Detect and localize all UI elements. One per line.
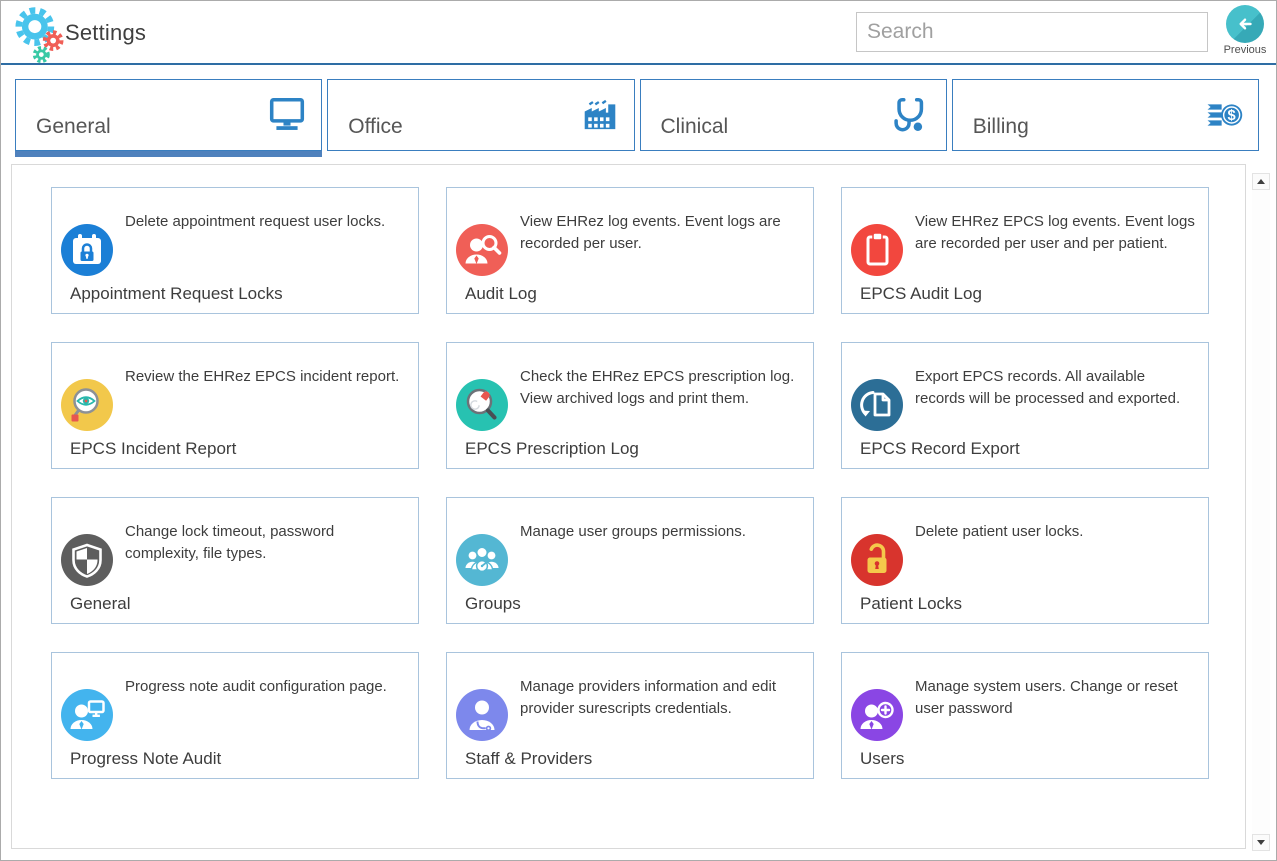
settings-card[interactable]: Manage user groups permissions. Groups [446,497,814,624]
tab-office[interactable]: Office [327,79,635,151]
svg-text:$: $ [1228,108,1236,124]
vertical-scrollbar[interactable] [1252,173,1270,851]
settings-card[interactable]: Progress note audit configuration page. P… [51,652,419,779]
magnifier-eye-icon [61,379,113,431]
card-description: Manage system users. Change or reset use… [915,678,1178,717]
card-description: Manage user groups permissions. [520,523,746,540]
tab-billing[interactable]: Billing $ [951,79,1259,151]
card-description: Progress note audit configuration page. [125,678,387,695]
card-description: View EHRez EPCS log events. Event logs a… [915,213,1195,252]
card-description: Manage providers information and edit pr… [520,678,776,717]
settings-card[interactable]: Manage system users. Change or reset use… [841,652,1209,779]
settings-card[interactable]: View EHRez log events. Event logs are re… [446,187,814,314]
clipboard-icon [851,224,903,276]
settings-card[interactable]: Delete appointment request user locks. Ap… [51,187,419,314]
settings-card[interactable]: Check the EHRez EPCS prescription log. V… [446,342,814,469]
scrollbar-up-button[interactable] [1252,173,1270,190]
user-plus-icon [851,689,903,741]
settings-card[interactable]: Export EPCS records. All available recor… [841,342,1209,469]
card-title: Groups [465,594,521,613]
scrollbar-down-button[interactable] [1252,834,1270,851]
card-description: Export EPCS records. All available recor… [915,368,1181,407]
calendar-lock-icon [61,224,113,276]
settings-card[interactable]: Delete patient user locks. Patient Locks [841,497,1209,624]
shield-icon [61,534,113,586]
card-description: Delete patient user locks. [915,523,1084,540]
card-grid: Delete appointment request user locks. Ap… [12,165,1245,848]
tab-label: Office [348,115,403,138]
settings-card-panel: Delete appointment request user locks. Ap… [11,164,1246,849]
settings-gears-icon [9,4,65,64]
card-description: Delete appointment request user locks. [125,213,386,230]
card-title: General [70,594,131,613]
card-title: Patient Locks [860,594,963,613]
card-description: Change lock timeout, password complexity… [125,523,335,562]
search-input[interactable] [856,12,1208,52]
card-description: Review the EHRez EPCS incident report. [125,368,400,385]
user-monitor-icon [61,689,113,741]
user-magnifier-icon [456,224,508,276]
previous-button[interactable]: Previous [1216,5,1274,56]
card-title: EPCS Prescription Log [465,439,639,458]
tab-label: Billing [972,115,1029,138]
monitor-icon [267,95,307,135]
card-title: EPCS Audit Log [860,284,982,303]
user-group-icon [456,534,508,586]
card-title: Users [860,749,905,768]
header: Settings Previous [1,1,1276,65]
factory-icon [580,95,620,135]
card-description: View EHRez log events. Event logs are re… [520,213,781,252]
down-arrow-icon [1257,840,1265,845]
document-export-icon [851,379,903,431]
settings-card[interactable]: View EHRez EPCS log events. Event logs a… [841,187,1209,314]
settings-card[interactable]: Change lock timeout, password complexity… [51,497,419,624]
card-title: EPCS Record Export [860,439,1020,458]
magnifier-pills-icon [456,379,508,431]
tab-label: Clinical [660,115,729,138]
billing-icon: $ [1204,95,1244,135]
card-title: Audit Log [465,284,537,303]
tab-general[interactable]: General [15,79,323,157]
card-title: EPCS Incident Report [70,439,237,458]
card-title: Staff & Providers [465,749,593,768]
up-arrow-icon [1257,179,1265,184]
settings-card[interactable]: Review the EHRez EPCS incident report. EP… [51,342,419,469]
settings-tab-bar: General Office Clinical [15,79,1259,157]
settings-card[interactable]: Manage providers information and edit pr… [446,652,814,779]
card-description: Check the EHRez EPCS prescription log. V… [520,368,795,407]
tab-label: General [36,115,111,138]
card-title: Progress Note Audit [70,749,222,768]
card-title: Appointment Request Locks [70,284,283,303]
page-title: Settings [65,20,147,45]
stethoscope-icon [892,95,932,135]
tab-clinical[interactable]: Clinical [639,79,947,151]
previous-label: Previous [1223,44,1267,56]
padlock-icon [851,534,903,586]
doctor-icon [456,689,508,741]
back-arrow-icon[interactable] [1226,5,1264,43]
